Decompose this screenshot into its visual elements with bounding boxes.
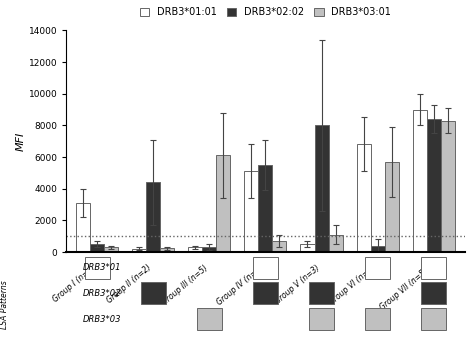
Bar	[365, 308, 390, 331]
Bar	[188, 247, 202, 252]
Text: DRB3*01: DRB3*01	[82, 263, 121, 272]
Bar	[384, 162, 399, 252]
Bar	[253, 257, 278, 279]
Legend: DRB3*01:01, DRB3*02:02, DRB3*03:01: DRB3*01:01, DRB3*02:02, DRB3*03:01	[137, 4, 394, 20]
Bar	[258, 165, 273, 252]
Bar	[202, 247, 216, 252]
Bar	[253, 282, 278, 304]
Bar	[216, 155, 230, 252]
Bar	[421, 257, 446, 279]
Text: Group V (n=3): Group V (n=3)	[273, 263, 321, 306]
Bar	[245, 171, 258, 252]
Bar	[141, 282, 165, 304]
Text: Group I (n=5): Group I (n=5)	[51, 263, 97, 304]
Y-axis label: MFI: MFI	[16, 131, 26, 151]
Bar	[160, 248, 174, 252]
Bar	[132, 249, 146, 252]
Bar	[85, 257, 109, 279]
Bar	[309, 308, 334, 331]
Bar	[365, 257, 390, 279]
Bar	[421, 282, 446, 304]
Text: DRB3*03: DRB3*03	[82, 315, 121, 324]
Bar	[315, 125, 328, 252]
Bar	[76, 203, 90, 252]
Bar	[328, 235, 343, 252]
Text: DRB3*02: DRB3*02	[82, 289, 121, 298]
Text: Group VI (n=9): Group VI (n=9)	[328, 263, 378, 307]
Bar	[309, 282, 334, 304]
Bar	[146, 183, 160, 252]
Bar	[356, 144, 371, 252]
Bar	[301, 244, 315, 252]
Bar	[273, 241, 286, 252]
Text: LSA Patterns: LSA Patterns	[0, 280, 9, 329]
Text: Group II (n=2): Group II (n=2)	[106, 263, 153, 305]
Text: Group III (n=5): Group III (n=5)	[160, 263, 210, 307]
Bar	[90, 244, 104, 252]
Text: Group IV (n=9): Group IV (n=9)	[215, 263, 265, 307]
Bar	[104, 247, 118, 252]
Bar	[441, 121, 455, 252]
Bar	[421, 308, 446, 331]
Bar	[197, 308, 222, 331]
Text: Group VII (n=52): Group VII (n=52)	[378, 263, 434, 312]
Bar	[427, 119, 441, 252]
Bar	[413, 110, 427, 252]
Bar	[371, 246, 384, 252]
